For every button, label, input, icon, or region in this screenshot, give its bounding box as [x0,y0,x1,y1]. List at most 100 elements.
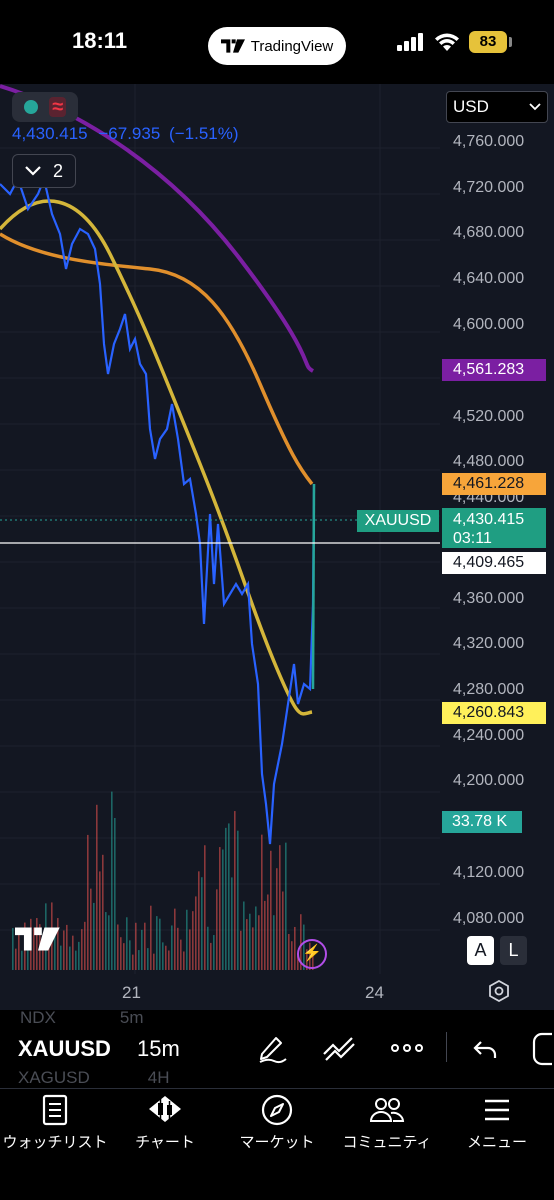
volume-bar [228,823,230,970]
chart-toolbar: NDX 5m XAUUSD 15m XAGUSD 4H [0,1008,554,1088]
volume-bar [66,924,68,970]
volume-bar [123,943,125,970]
nav-label: マーケット [239,1134,315,1151]
volume-bar [285,842,287,970]
volume-bar [243,901,245,970]
chart-icon [149,1096,181,1122]
price-axis-label: 4,520.000 [453,408,525,425]
volume-bar [135,922,137,970]
volume-bar [273,915,275,970]
volume-bar [237,830,239,970]
volume-bar [93,902,95,970]
nav-community[interactable]: コミュニティ [332,1093,442,1152]
volume-bar [21,950,23,970]
volume-bar [15,948,17,970]
signal-icon [397,33,423,51]
indicators-collapse-button[interactable]: 2 [12,154,76,188]
volume-bar [54,931,56,970]
volume-bar [162,942,164,970]
undo-icon[interactable] [472,1032,500,1064]
wave-icon: ≈ [49,97,67,117]
volume-bar [225,827,227,970]
last-price: 4,430.415 [12,124,88,143]
nav-label: チャート [135,1134,195,1151]
volume-bar [33,927,35,970]
chevron-down-icon [529,103,541,111]
volume-bar [72,935,74,970]
price-axis-label: 4,200.000 [453,772,525,789]
status-time: 18:11 [72,28,128,53]
volume-bar [111,791,113,970]
volume-bar [147,948,149,970]
watchlist-icon [42,1094,68,1126]
time-axis: 21 24 [0,975,554,1010]
volume-bar [216,889,218,970]
fullscreen-icon[interactable] [532,1032,554,1066]
volume-bar [63,930,65,970]
battery-indicator: 83 [469,31,507,53]
price-change: −67.935 [98,124,161,143]
nav-markets[interactable]: マーケット [222,1093,332,1152]
volume-bar [108,915,110,970]
volume-bar [81,929,83,970]
current-price: 4,430.415 [453,511,525,528]
pen-draw-icon[interactable] [256,1032,288,1064]
price-axis-label: 4,600.000 [453,316,525,333]
currency-value: USD [453,97,489,116]
volume-bar [117,924,119,970]
price-axis-label: 4,320.000 [453,635,525,652]
volume-bar [267,894,269,970]
symbol-selector[interactable]: XAUUSD [18,1036,111,1061]
volume-bar [213,935,215,970]
volume-bar [171,925,173,970]
volume-bar [96,804,98,970]
price-line [0,175,316,845]
auto-scale-button[interactable]: A [467,936,494,965]
price-axis-label: 4,360.000 [453,590,525,607]
volume-bar [69,946,71,970]
app-pill-label: TradingView [250,37,334,55]
volume-bar [75,950,77,970]
volume-bar [60,945,62,970]
volume-bar [291,941,293,970]
nav-watchlist[interactable]: ウォッチリスト [0,1093,110,1152]
volume-bar [12,928,14,970]
price-axis-label: 4,120.000 [453,864,525,881]
volume-bar [87,834,89,970]
bottom-navigation: ウォッチリスト チャート マーケット コミュニティ [0,1088,554,1200]
volume-bar [150,905,152,970]
currency-select[interactable]: USD [446,91,548,123]
log-scale-button[interactable]: L [500,936,527,965]
volume-bar [153,953,155,970]
battery-tip [509,37,512,47]
volume-bar [180,939,182,970]
chart-settings-icon[interactable] [488,980,510,1002]
volume-bar [186,909,188,970]
interval-selector[interactable]: 15m [137,1036,180,1061]
more-dots-icon[interactable] [390,1032,424,1064]
price-axis-label: 4,720.000 [453,179,525,196]
trendline-icon[interactable] [322,1032,356,1064]
volume-bar [282,891,284,970]
bar-countdown: 03:11 [453,530,492,547]
ghost-symbol-row-top: NDX 5m [20,1008,144,1028]
price-axis-label: 4,480.000 [453,453,525,470]
last-candle [311,483,316,690]
lightning-button[interactable]: ⚡ [297,939,327,969]
status-bar: 18:11 TradingView 83 [0,0,554,84]
nav-chart[interactable]: チャート [110,1093,220,1152]
indicator-toggle[interactable]: ≈ [12,92,78,122]
menu-icon [485,1099,509,1121]
toolbar-divider [446,1032,447,1062]
chevron-down-icon [25,166,41,176]
volume-bar [177,927,179,970]
app-pill[interactable]: TradingView [208,27,346,65]
nav-menu[interactable]: メニュー [442,1093,552,1152]
volume-bar [222,849,224,970]
volume-bar [246,919,248,970]
volume-bar [258,915,260,970]
chart-area[interactable]: ≈ 4,430.415 −67.935 (−1.51%) 2 USD 4,760… [0,84,554,1010]
volume-bar [276,868,278,970]
volume-bar [99,871,101,970]
wifi-icon [435,33,459,51]
